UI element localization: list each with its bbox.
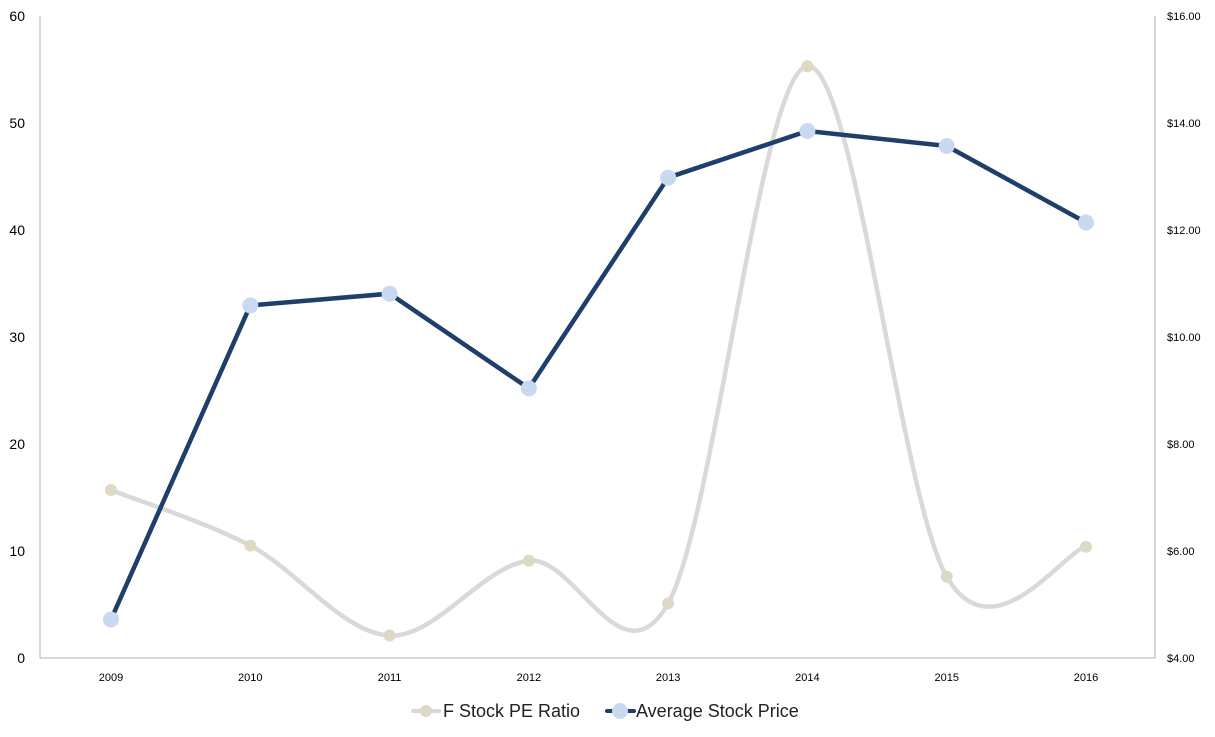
data-point-pe-ratio[interactable] [662, 597, 675, 610]
series-average-price-line [108, 128, 1089, 622]
data-point-average-price[interactable] [242, 297, 259, 314]
data-point-pe-ratio[interactable] [105, 484, 117, 497]
right-y-tick-label: $14.00 [1167, 118, 1201, 130]
left-y-tick-labels: 0 10 20 30 40 50 60 [9, 8, 25, 666]
left-y-tick-label: 0 [17, 650, 25, 666]
x-tick-label: 2010 [238, 672, 262, 684]
data-point-average-price[interactable] [660, 169, 677, 186]
legend-pe-ratio-label: F Stock PE Ratio [443, 701, 580, 721]
x-tick-label: 2016 [1074, 672, 1098, 684]
data-point-pe-ratio[interactable] [801, 60, 814, 73]
legend-average-price-marker [612, 703, 628, 719]
right-y-tick-label: $4.00 [1167, 653, 1195, 665]
right-y-tick-label: $6.00 [1167, 546, 1195, 558]
x-tick-label: 2015 [934, 672, 958, 684]
legend: F Stock PE Ratio Average Stock Price [411, 701, 799, 721]
right-y-tick-label: $16.00 [1167, 11, 1201, 23]
series-layer [103, 60, 1094, 642]
right-y-tick-labels: $4.00 $6.00 $8.00 $10.00 $12.00 $14.00 $16.00 [1167, 11, 1201, 665]
legend-item-pe-ratio[interactable]: F Stock PE Ratio [411, 701, 580, 721]
data-point-pe-ratio[interactable] [383, 629, 396, 642]
series-pe-ratio-line [108, 64, 1089, 638]
left-y-tick-label: 30 [9, 329, 25, 345]
legend-item-average-price[interactable]: Average Stock Price [605, 701, 799, 721]
legend-pe-ratio-marker [420, 705, 432, 717]
right-y-tick-label: $12.00 [1167, 225, 1201, 237]
left-y-tick-label: 60 [9, 8, 25, 24]
data-point-average-price[interactable] [799, 123, 816, 140]
data-point-pe-ratio[interactable] [940, 570, 953, 583]
series-average-price [103, 123, 1094, 628]
legend-average-price-label: Average Stock Price [636, 701, 799, 721]
series-pe-ratio [105, 60, 1092, 642]
x-tick-label: 2014 [795, 672, 819, 684]
left-y-tick-label: 20 [9, 436, 25, 452]
x-tick-label: 2012 [517, 672, 541, 684]
data-point-average-price[interactable] [381, 285, 398, 302]
x-tick-label: 2013 [656, 672, 680, 684]
x-tick-label: 2009 [99, 672, 123, 684]
x-tick-label: 2011 [378, 672, 402, 684]
left-y-tick-label: 10 [9, 543, 25, 559]
right-y-tick-label: $8.00 [1167, 439, 1195, 451]
data-point-average-price[interactable] [103, 611, 119, 628]
data-point-pe-ratio[interactable] [1080, 540, 1092, 553]
left-y-tick-label: 40 [9, 222, 25, 238]
data-point-pe-ratio[interactable] [244, 539, 257, 552]
x-tick-labels: 2009 2010 2011 2012 2013 2014 2015 2016 [99, 672, 1098, 684]
data-point-average-price[interactable] [520, 380, 537, 397]
axes [39, 16, 1156, 659]
right-y-tick-label: $10.00 [1167, 332, 1201, 344]
data-point-pe-ratio[interactable] [522, 554, 535, 567]
data-point-average-price[interactable] [938, 138, 955, 155]
left-y-tick-label: 50 [9, 115, 25, 131]
data-point-average-price[interactable] [1078, 214, 1094, 231]
